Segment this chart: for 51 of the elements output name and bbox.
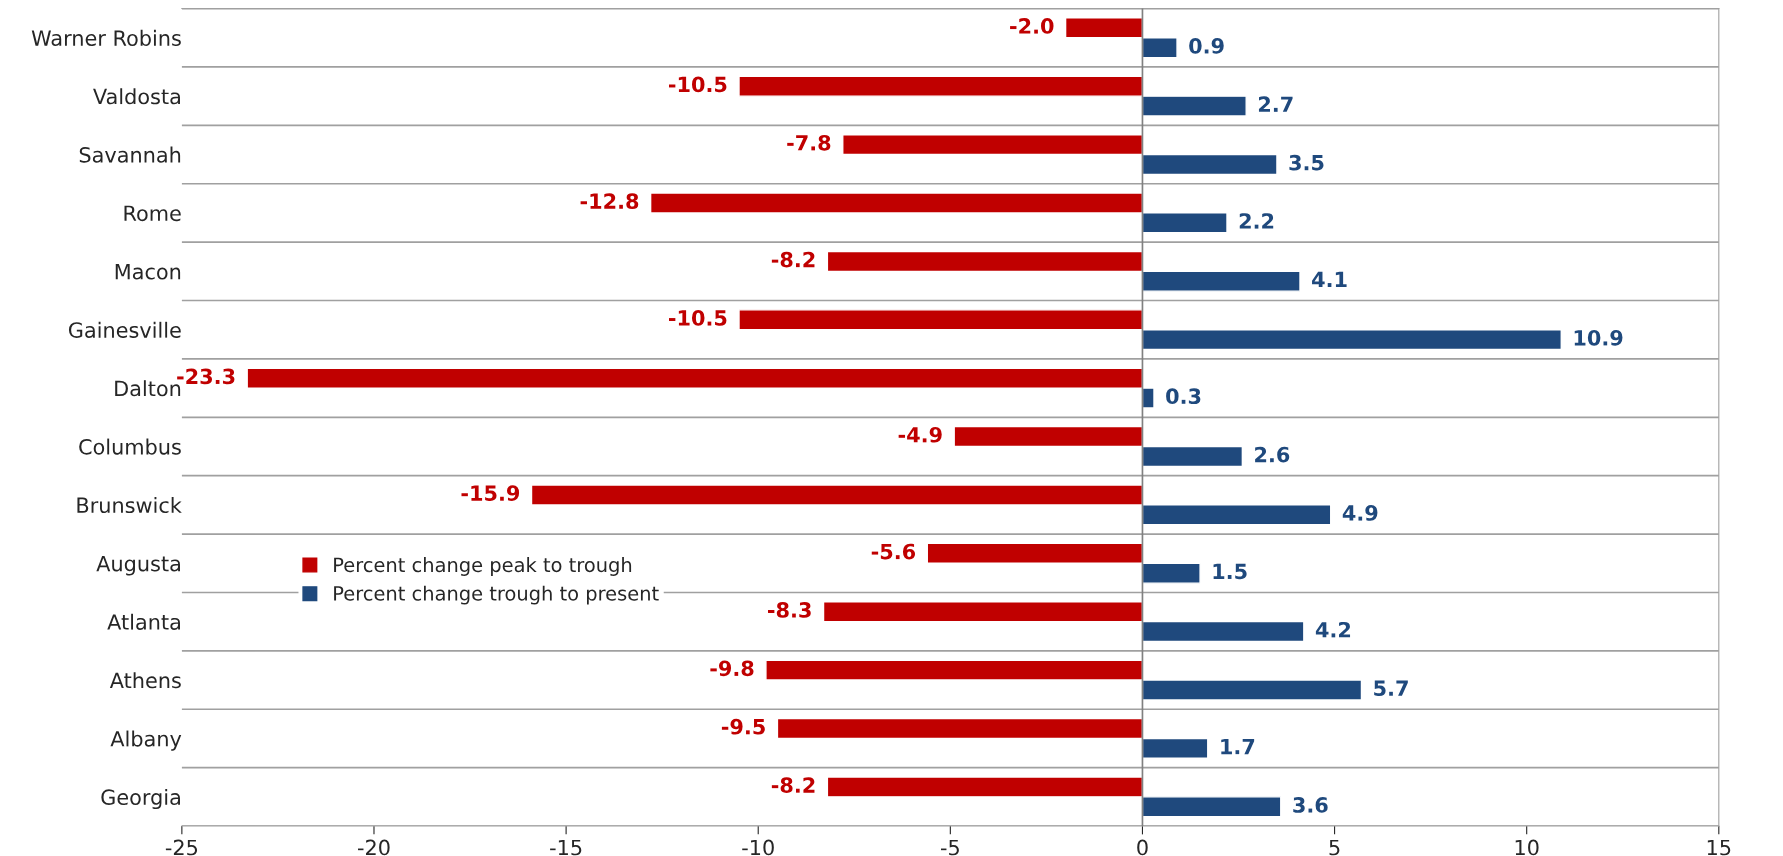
y-tick-label: Columbus <box>79 438 181 455</box>
data-label: 1.7 <box>1221 738 1255 755</box>
legend-label: Percent change peak to trough <box>334 557 632 576</box>
data-label: 10.9 <box>1574 329 1623 346</box>
data-label: -5.6 <box>871 543 916 560</box>
data-label: 0.9 <box>1189 37 1224 54</box>
x-tick-label: -25 <box>165 839 198 856</box>
data-label: -9.5 <box>721 718 765 735</box>
data-label: 4.2 <box>1315 621 1351 638</box>
x-tick-label: -5 <box>940 839 959 856</box>
data-label: 1.5 <box>1213 563 1247 580</box>
data-label: 2.2 <box>1239 213 1274 229</box>
data-label: 2.6 <box>1255 446 1290 463</box>
data-label: 4.9 <box>1342 505 1378 521</box>
data-label: -10.5 <box>668 76 727 93</box>
data-label: -8.2 <box>771 251 815 268</box>
legend-label: Percent change trough to present <box>334 585 659 605</box>
x-tick-label: -15 <box>550 839 582 856</box>
y-tick-label: Atlanta <box>107 613 180 630</box>
data-label: -15.9 <box>461 485 520 502</box>
data-label: 3.5 <box>1289 154 1324 171</box>
y-tick-label: Savannah <box>79 146 181 163</box>
data-label: -4.9 <box>898 426 942 443</box>
y-tick-label: Brunswick <box>77 496 182 514</box>
x-tick-label: -10 <box>742 839 774 856</box>
data-label: -2.0 <box>1010 18 1054 34</box>
data-label: -8.3 <box>768 602 811 618</box>
data-label: -9.8 <box>710 660 754 677</box>
data-label: -7.8 <box>787 134 831 151</box>
x-tick-label: -20 <box>357 839 390 856</box>
data-label: -8.2 <box>771 777 815 793</box>
data-label: 4.1 <box>1312 271 1347 287</box>
x-tick-label: 5 <box>1329 839 1340 856</box>
y-tick-label: Georgia <box>101 788 180 810</box>
y-tick-label: Warner Robins <box>31 29 181 46</box>
y-tick-label: Augusta <box>96 556 180 576</box>
data-label: -12.8 <box>580 193 639 210</box>
y-tick-label: Albany <box>110 730 182 751</box>
data-label: 3.6 <box>1293 797 1328 813</box>
y-tick-label: Athens <box>109 672 181 689</box>
data-label: 2.7 <box>1258 96 1293 112</box>
data-label: 0.3 <box>1166 388 1201 405</box>
x-tick-label: 0 <box>1137 839 1148 856</box>
y-tick-label: Rome <box>124 205 181 222</box>
y-tick-label: Gainesville <box>68 321 181 338</box>
data-label: -10.5 <box>668 310 727 326</box>
y-tick-label: Valdosta <box>93 88 180 105</box>
y-tick-label: Macon <box>115 264 181 280</box>
x-tick-label: 10 <box>1515 839 1539 856</box>
data-label: 5.7 <box>1374 680 1408 697</box>
x-tick-label: 15 <box>1707 839 1731 856</box>
